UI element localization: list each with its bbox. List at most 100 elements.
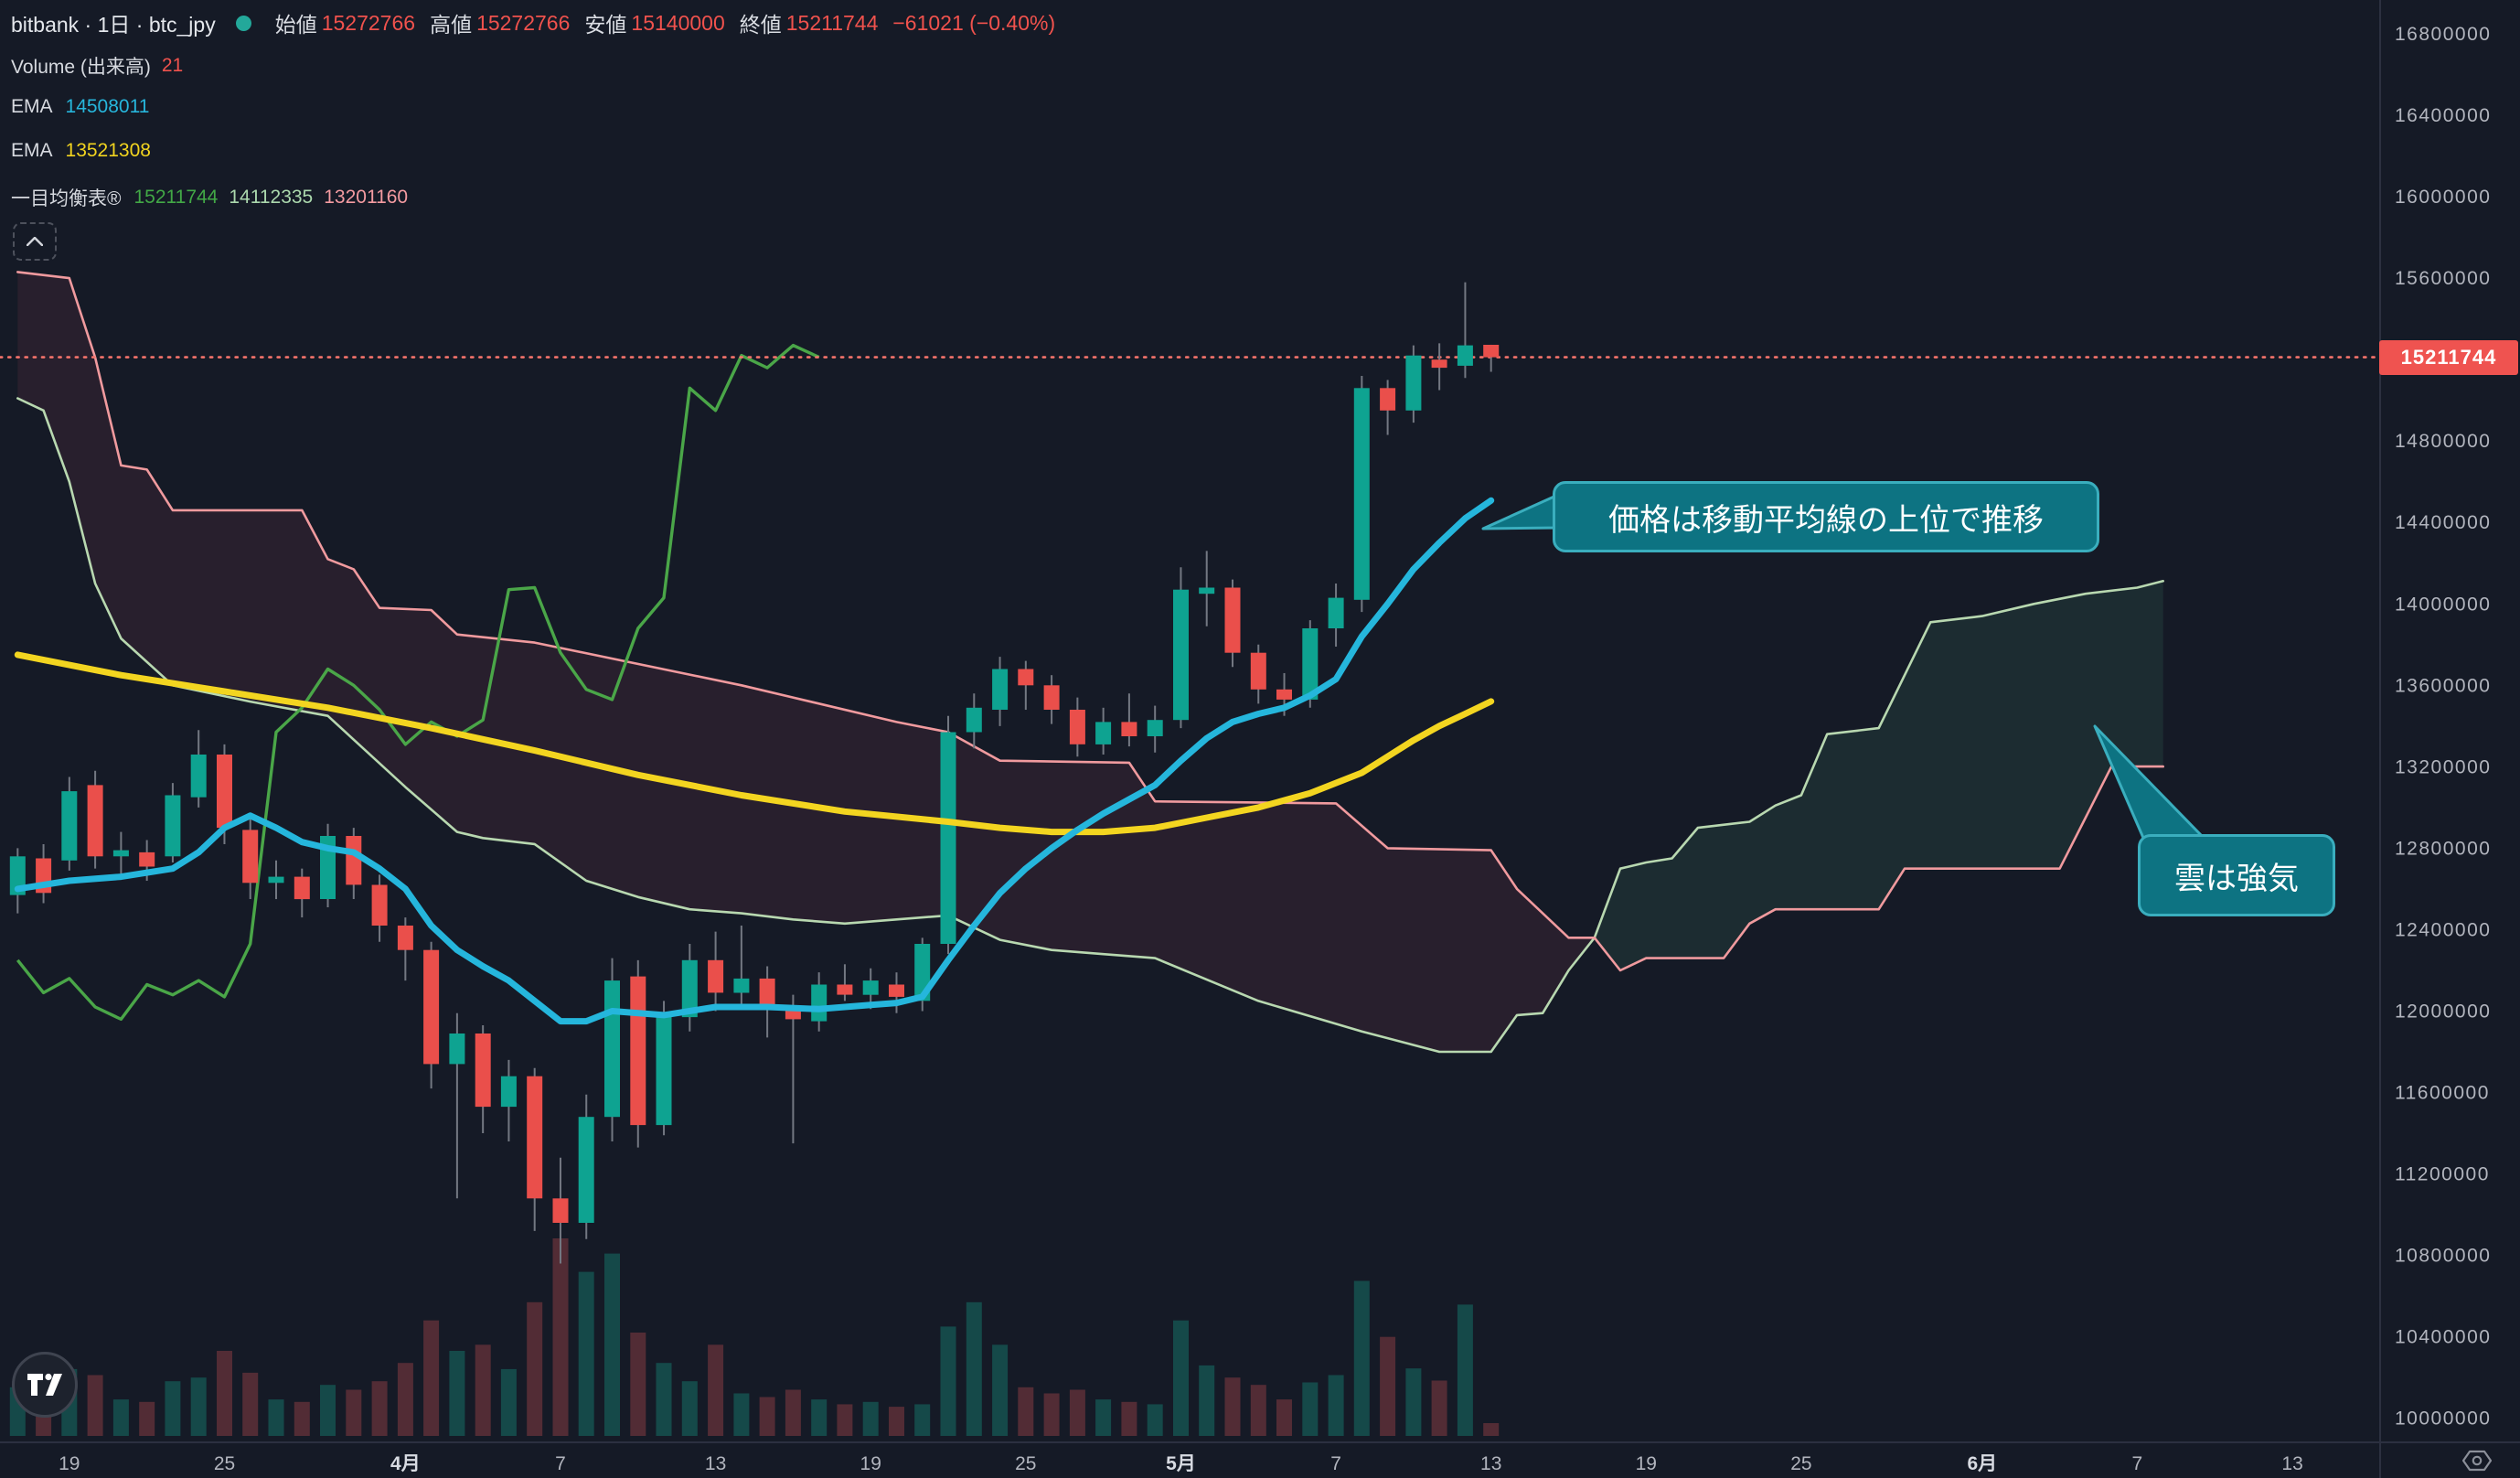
candle-body: [1043, 685, 1060, 710]
x-axis-label: 13: [1480, 1453, 1501, 1474]
candle-body: [1224, 587, 1241, 653]
x-axis-label: 7: [555, 1453, 566, 1474]
chevron-up-icon: [27, 237, 43, 246]
y-axis-label: 16400000: [2395, 105, 2491, 126]
ema-slow-legend-row[interactable]: EMA 13521308: [11, 140, 151, 162]
ichimoku-legend-row[interactable]: 一目均衡表® 15211744 14112335 13201160: [11, 184, 408, 211]
volume-bar: [1199, 1365, 1215, 1436]
open-value: 15272766: [321, 10, 416, 35]
y-axis-label: 14000000: [2395, 594, 2491, 615]
market-status-dot: [235, 15, 251, 31]
volume-bar: [320, 1385, 336, 1436]
candle-body: [785, 1009, 801, 1020]
candle-body: [656, 1014, 672, 1126]
volume-bar: [1431, 1380, 1447, 1436]
volume-bar: [1380, 1336, 1396, 1436]
ichimoku-cloud: [17, 272, 2163, 1052]
ichimoku-label: 一目均衡表®: [11, 188, 122, 209]
x-axis-label: 7: [1330, 1453, 1341, 1474]
candle-body: [397, 926, 413, 950]
x-axis-label: 19: [1636, 1453, 1657, 1474]
volume-bar: [1043, 1393, 1060, 1436]
symbol-row[interactable]: bitbank · 1日 · btc_jpy 始値 15272766 高値 1527…: [11, 7, 1055, 38]
volume-bar: [785, 1389, 801, 1436]
candle-body: [992, 669, 1009, 710]
candle-body: [578, 1117, 594, 1223]
volume-bar: [1095, 1399, 1112, 1436]
y-axis-label: 10800000: [2395, 1246, 2491, 1267]
tradingview-logo-icon: [27, 1373, 62, 1396]
candle-body: [1095, 722, 1112, 744]
volume-bar: [242, 1372, 259, 1436]
volume-bar: [1224, 1377, 1241, 1436]
axis-settings-icon: [2461, 1450, 2493, 1472]
annotation-cloud-callout[interactable]: 雲は強気: [2138, 834, 2335, 916]
y-axis-label: 15600000: [2395, 268, 2491, 289]
candle-body: [1276, 689, 1292, 700]
candle-body: [61, 791, 78, 861]
y-axis-label: 11200000: [2395, 1164, 2490, 1185]
candle-body: [552, 1198, 569, 1223]
candle-body: [112, 850, 129, 857]
volume-bar: [217, 1351, 232, 1436]
legend-collapse-button[interactable]: [13, 222, 57, 261]
candle-body: [811, 984, 828, 1022]
candle-body: [940, 732, 956, 944]
ema-fast-label: EMA: [11, 96, 53, 117]
volume-bars: [9, 1238, 1500, 1436]
candle-body: [1405, 355, 1422, 411]
volume-bar: [1147, 1404, 1163, 1436]
volume-bar: [1328, 1375, 1344, 1436]
volume-bar: [1405, 1368, 1422, 1436]
x-axis-label: 19: [860, 1453, 881, 1474]
volume-bar: [604, 1253, 620, 1436]
volume-bar: [966, 1301, 982, 1436]
volume-bar: [914, 1404, 931, 1436]
candle-body: [423, 949, 440, 1065]
volume-bar: [190, 1377, 207, 1436]
volume-bar: [346, 1389, 362, 1436]
ema-slow-value: 13521308: [65, 140, 151, 161]
price-axis[interactable]: 16800000 16400000 16000000 15600000 14800000…: [2395, 24, 2491, 1430]
volume-legend-row[interactable]: Volume (出来高) 21: [11, 52, 183, 80]
x-axis-label: 6月: [1967, 1453, 1997, 1474]
candle-body: [87, 785, 103, 857]
annotation-ema-text: 価格は移動平均線の上位で推移: [1608, 502, 2044, 538]
volume-bar: [294, 1401, 310, 1436]
volume-value: 21: [161, 55, 184, 76]
volume-bar: [837, 1404, 853, 1436]
axis-settings-button[interactable]: [2461, 1450, 2493, 1476]
change-value: −61021 (−0.40%): [892, 10, 1056, 35]
candle-body: [759, 978, 775, 1008]
volume-bar: [862, 1401, 879, 1436]
close-label: 終値: [739, 13, 782, 37]
candle-body: [1121, 722, 1137, 736]
y-axis-label: 12400000: [2395, 919, 2491, 940]
high-value: 15272766: [476, 10, 571, 35]
volume-bar: [708, 1344, 724, 1436]
candle-body: [1328, 597, 1344, 628]
candle-body: [1483, 345, 1500, 358]
y-axis-label: 13200000: [2395, 756, 2491, 777]
candle-body: [733, 978, 750, 993]
candle-body: [681, 959, 698, 1018]
ema-fast-legend-row[interactable]: EMA 14508011: [11, 96, 149, 118]
volume-bar: [500, 1368, 517, 1436]
time-axis[interactable]: 19 25 4月 7 13 19 25 5月 7 13 19 25 6月 7 13: [59, 1453, 2303, 1474]
annotation-ema-callout[interactable]: 価格は移動平均線の上位で推移: [1553, 481, 2099, 552]
tradingview-logo[interactable]: [12, 1352, 78, 1418]
ichimoku-senkou-a-value: 14112335: [229, 187, 314, 208]
volume-bar: [475, 1344, 491, 1436]
y-axis-label: 12000000: [2395, 1001, 2491, 1023]
x-axis-label: 4月: [390, 1453, 421, 1474]
volume-bar: [1457, 1304, 1473, 1436]
volume-bar: [1302, 1382, 1319, 1436]
y-axis-label: 11600000: [2395, 1083, 2490, 1104]
candle-body: [139, 851, 155, 867]
volume-bar: [397, 1363, 413, 1436]
candle-body: [1457, 345, 1473, 366]
y-axis-label: 16000000: [2395, 187, 2491, 208]
high-label: 高値: [430, 13, 473, 37]
